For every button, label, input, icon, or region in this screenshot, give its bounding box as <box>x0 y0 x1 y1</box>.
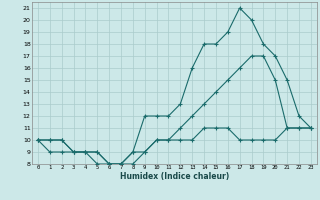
X-axis label: Humidex (Indice chaleur): Humidex (Indice chaleur) <box>120 172 229 181</box>
